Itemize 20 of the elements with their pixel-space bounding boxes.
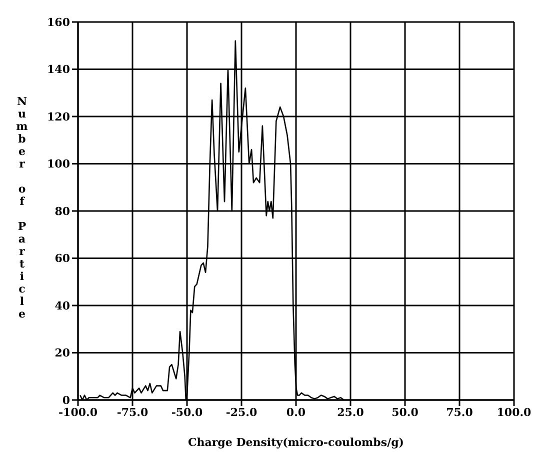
x-tick-label: 25.0 [337,406,364,419]
y-tick-label: 160 [47,16,70,29]
x-tick-label: -25.0 [226,406,258,419]
y-tick-label: 140 [47,63,70,76]
y-tick-label: 80 [54,204,70,218]
x-axis-title: Charge Density(micro-coulombs/g) [188,436,404,449]
y-tick-label: 0 [62,394,70,407]
x-tick-label: 50.0 [392,406,419,419]
y-tick-label: 120 [47,110,70,124]
y-tick-label: 60 [54,252,70,266]
y-tick-label: 20 [54,346,70,360]
x-tick-label: 0.0 [286,406,306,419]
y-tick-label: 40 [54,299,70,312]
y-tick-label: 100 [47,158,70,171]
x-tick-label: -75.0 [116,406,149,419]
x-tick-label: -50.0 [171,406,204,419]
x-tick-label: 75.0 [446,406,474,419]
x-tick-label: 100.0 [496,406,532,419]
text: Number of Particle [16,94,28,320]
x-tick-label: -100.0 [58,406,98,419]
